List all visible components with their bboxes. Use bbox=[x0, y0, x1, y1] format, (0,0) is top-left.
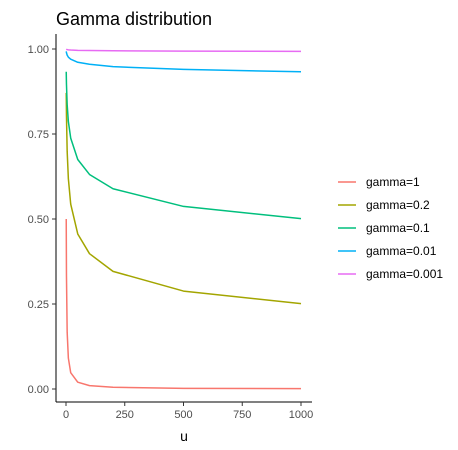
chart-title: Gamma distribution bbox=[56, 9, 212, 29]
x-axis-ticks: 0 250 500 750 1000 bbox=[63, 402, 313, 421]
legend-item: gamma=0.1 bbox=[338, 221, 430, 235]
series-line-2 bbox=[65, 71, 302, 220]
legend-label: gamma=0.2 bbox=[366, 198, 430, 212]
legend-item: gamma=0.01 bbox=[338, 244, 437, 258]
series-layer bbox=[65, 48, 302, 390]
y-tick-label: 0.75 bbox=[28, 129, 49, 141]
legend-label: gamma=1 bbox=[366, 175, 420, 189]
series-line-1 bbox=[65, 92, 302, 305]
x-tick-label: 750 bbox=[233, 409, 251, 421]
legend-label: gamma=0.001 bbox=[366, 267, 443, 281]
series-line-3 bbox=[65, 51, 302, 73]
y-tick-label: 1.00 bbox=[28, 44, 49, 56]
legend-label: gamma=0.1 bbox=[366, 221, 430, 235]
legend-item: gamma=0.001 bbox=[338, 267, 443, 281]
y-tick-label: 0.25 bbox=[28, 299, 49, 311]
series-line-4 bbox=[65, 48, 302, 53]
legend-label: gamma=0.01 bbox=[366, 244, 437, 258]
x-tick-label: 0 bbox=[63, 409, 69, 421]
x-axis-label: u bbox=[180, 428, 188, 444]
legend-item: gamma=0.2 bbox=[338, 198, 430, 212]
x-tick-label: 1000 bbox=[289, 409, 313, 421]
y-tick-label: 0.00 bbox=[28, 384, 49, 396]
y-tick-label: 0.50 bbox=[28, 214, 49, 226]
x-tick-label: 500 bbox=[174, 409, 192, 421]
x-tick-label: 250 bbox=[116, 409, 134, 421]
legend: gamma=1 gamma=0.2 gamma=0.1 gamma=0.01 gamma… bbox=[338, 175, 443, 281]
y-axis-ticks: 0.00 0.25 0.50 0.75 1.00 bbox=[28, 44, 56, 396]
legend-item: gamma=1 bbox=[338, 175, 420, 189]
series-line-0 bbox=[65, 218, 302, 390]
